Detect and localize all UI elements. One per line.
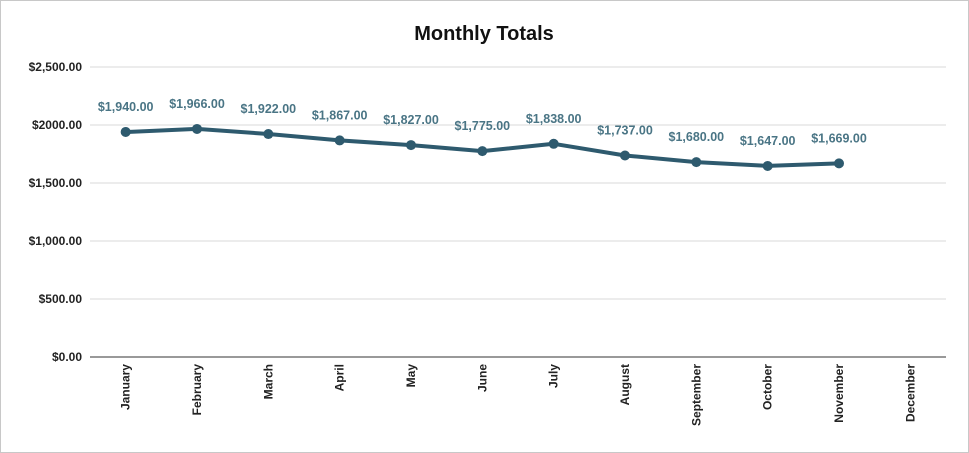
- data-labels: $1,940.00 $1,966.00 $1,922.00 $1,867.00 $1,8…: [98, 97, 867, 148]
- data-point: [834, 158, 844, 169]
- y-tick-label: $2000.00: [32, 118, 82, 132]
- data-point: [548, 138, 559, 149]
- data-point: [406, 140, 416, 151]
- data-label: $1,922.00: [241, 102, 297, 116]
- x-tick-label: August: [618, 364, 632, 405]
- x-tick-label: November: [832, 364, 846, 423]
- x-tick-label: September: [689, 364, 703, 426]
- x-tick-label: May: [404, 364, 418, 388]
- x-tick-label: July: [547, 364, 561, 388]
- data-point: [192, 123, 202, 134]
- data-point: [620, 150, 630, 161]
- data-points: [120, 123, 844, 171]
- data-point: [477, 146, 488, 157]
- data-label: $1,827.00: [383, 113, 439, 127]
- y-tick-label: $0.00: [52, 350, 82, 364]
- data-label: $1,966.00: [169, 97, 225, 111]
- data-point: [762, 160, 773, 171]
- data-label: $1,838.00: [526, 112, 582, 126]
- data-label: $1,737.00: [597, 124, 653, 138]
- y-axis-ticks: $0.00 $500.00 $1,000.00 $1,500.00 $2000.00 $2…: [29, 60, 83, 364]
- x-tick-label: June: [475, 364, 489, 392]
- data-label: $1,647.00: [740, 134, 796, 148]
- data-point: [691, 157, 702, 168]
- x-tick-label: March: [261, 364, 275, 399]
- x-tick-label: December: [903, 364, 917, 422]
- gridlines: [90, 66, 946, 300]
- y-tick-label: $1,000.00: [29, 234, 83, 248]
- x-tick-label: January: [119, 364, 133, 410]
- data-point: [334, 135, 345, 146]
- data-label: $1,669.00: [811, 131, 867, 145]
- chart-title: Monthly Totals: [414, 23, 554, 45]
- data-label: $1,940.00: [98, 100, 154, 114]
- y-tick-label: $2,500.00: [29, 60, 83, 74]
- x-axis-ticks: January February March April May June July Augu…: [119, 364, 918, 426]
- data-label: $1,775.00: [455, 119, 511, 133]
- y-tick-label: $500.00: [39, 292, 83, 306]
- x-tick-label: October: [761, 364, 775, 410]
- y-tick-label: $1,500.00: [29, 176, 83, 190]
- x-tick-label: April: [333, 364, 347, 391]
- data-label: $1,867.00: [312, 108, 368, 122]
- x-tick-label: February: [190, 364, 204, 416]
- data-label: $1,680.00: [669, 130, 725, 144]
- data-point: [263, 129, 274, 140]
- data-point: [120, 126, 131, 137]
